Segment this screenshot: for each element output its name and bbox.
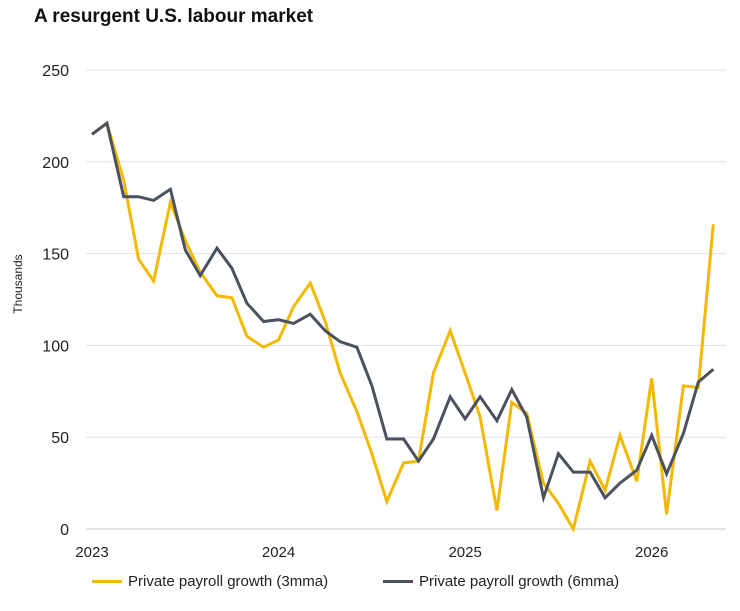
y-tick-label: 250 [42,63,69,80]
legend-swatch-6mma [383,580,413,583]
series-lines [91,120,715,533]
x-axis-ticks: 2023 2024 2025 2026 [75,544,668,561]
chart-title: A resurgent U.S. labour market [34,6,314,27]
legend-item-6mma: Private payroll growth (6mma) [383,573,619,590]
legend-label-6mma: Private payroll growth (6mma) [419,573,620,590]
legend: Private payroll growth (3mma) Private pa… [0,573,740,601]
gridlines [86,69,726,530]
y-tick-label: 150 [42,247,69,264]
y-tick-label: 100 [42,338,69,355]
y-axis-ticks: 0 50 100 150 200 250 [42,63,69,539]
y-axis-label: Thousands [11,254,25,313]
x-tick-label: 2025 [448,544,481,561]
line-chart: 0 50 100 150 200 250 2023 2024 2025 2026 Thousan… [11,63,726,561]
y-tick-label: 0 [60,522,69,539]
y-tick-label: 200 [42,155,69,172]
x-tick-label: 2024 [262,544,295,561]
series-line-3mma [91,120,715,533]
legend-swatch-3mma [92,580,122,583]
y-tick-label: 50 [51,430,69,447]
legend-label-3mma: Private payroll growth (3mma) [128,573,329,590]
series-line-6mma [91,120,715,504]
x-tick-label: 2026 [635,544,668,561]
x-tick-label: 2023 [75,544,108,561]
legend-item-3mma: Private payroll growth (3mma) [92,573,328,590]
